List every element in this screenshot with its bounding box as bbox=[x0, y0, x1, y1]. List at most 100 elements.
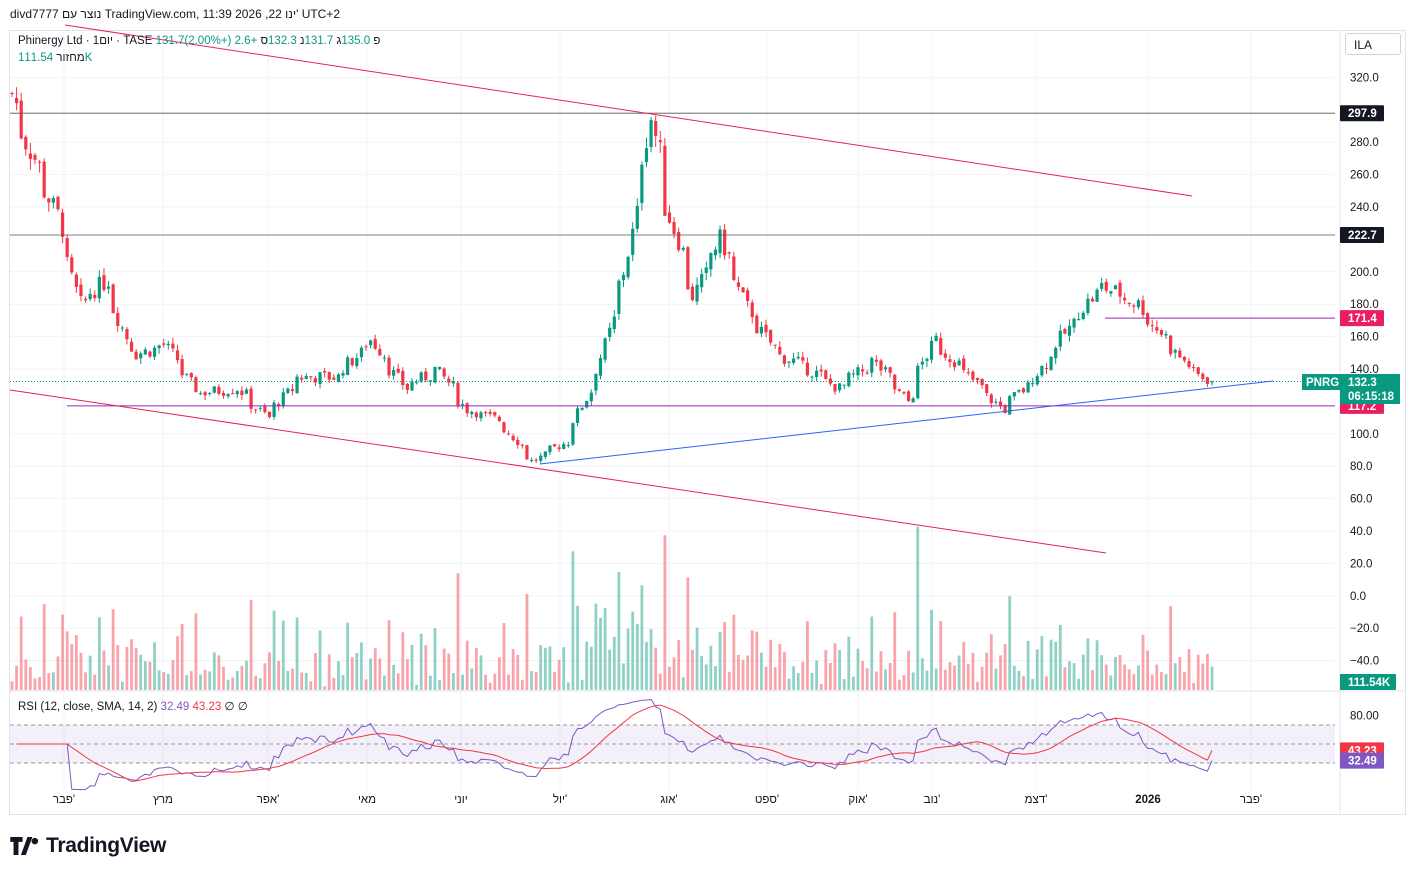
currency-button[interactable]: ILA bbox=[1345, 33, 1401, 55]
volume-bar bbox=[286, 670, 290, 690]
rsi-label: RSI (12, close, SMA, 14, 2) bbox=[18, 701, 158, 713]
rsi-ma-line bbox=[16, 704, 1213, 783]
volume-bar bbox=[1045, 676, 1048, 690]
candle-body bbox=[189, 373, 193, 378]
symbol-name[interactable]: Phinergy Ltd · 1יום · TASE bbox=[18, 35, 153, 47]
volume-bar bbox=[217, 655, 221, 690]
volume-bar bbox=[884, 669, 887, 690]
volume-bar bbox=[88, 655, 92, 690]
volume-bar bbox=[668, 666, 671, 690]
volume-bar bbox=[1109, 675, 1113, 690]
candle-body bbox=[837, 383, 842, 391]
volume-bar bbox=[737, 654, 740, 690]
volume-bar bbox=[470, 668, 474, 690]
candle-body bbox=[1164, 333, 1168, 336]
volume-bar bbox=[1137, 665, 1140, 690]
time-tick-label: אוק' bbox=[848, 794, 867, 806]
volume-bar bbox=[1201, 663, 1205, 690]
volume-bar bbox=[801, 661, 805, 690]
rsi-legend[interactable]: RSI (12, close, SMA, 14, 2) 32.49 43.23 … bbox=[18, 699, 248, 713]
candle-body bbox=[516, 439, 520, 446]
volume-bar bbox=[930, 609, 933, 690]
volume-bar bbox=[1187, 649, 1191, 690]
volume-bar bbox=[61, 614, 64, 690]
volume-bar bbox=[874, 671, 878, 690]
volume-bar bbox=[277, 660, 281, 690]
volume-bar bbox=[1058, 624, 1062, 690]
volume-bar bbox=[194, 613, 198, 690]
tag-rsi-bg bbox=[1340, 752, 1384, 769]
candle-body bbox=[286, 388, 290, 393]
price-tick-label: 240.0 bbox=[1350, 202, 1379, 214]
volume-legend[interactable]: מחזור 111.54K bbox=[18, 52, 92, 64]
candle-body bbox=[704, 267, 708, 273]
volume-bar bbox=[1183, 671, 1186, 690]
candle-body bbox=[355, 358, 359, 367]
volume-bar bbox=[70, 644, 74, 690]
candle-body bbox=[594, 373, 598, 391]
volume-bar bbox=[231, 677, 235, 690]
volume-bar bbox=[622, 663, 625, 690]
volume-bar bbox=[1086, 638, 1090, 690]
tag-volume: 111.54K bbox=[1348, 677, 1391, 689]
candle-body bbox=[1008, 396, 1012, 415]
volume-bar bbox=[1026, 640, 1030, 690]
volume-bar bbox=[488, 682, 492, 690]
candle-body bbox=[157, 345, 161, 349]
candle-body bbox=[300, 377, 304, 380]
volume-bar bbox=[1003, 644, 1007, 690]
volume-bar bbox=[1054, 641, 1058, 690]
candle-body bbox=[148, 351, 152, 357]
candle-body bbox=[93, 294, 97, 299]
time-tick-label: יול' bbox=[553, 793, 567, 806]
volume-bar bbox=[520, 679, 524, 690]
candle-body bbox=[989, 394, 993, 404]
axis-labels: 320.0 280.0 260.0 240.0 200.0 180.0 160.0 140.0… bbox=[53, 72, 1379, 806]
price-tick-label: 140.0 bbox=[1350, 364, 1379, 376]
candle-body bbox=[42, 161, 46, 198]
volume-bar bbox=[337, 661, 340, 690]
last-price-tag-bg bbox=[1340, 374, 1400, 404]
candle-body bbox=[309, 376, 313, 378]
candle-body bbox=[727, 252, 731, 254]
candle-body bbox=[778, 346, 782, 355]
candle-body bbox=[1201, 373, 1205, 379]
candle-body bbox=[313, 378, 318, 383]
candle-body bbox=[529, 460, 534, 462]
volume-bar bbox=[888, 662, 892, 690]
candle-body bbox=[451, 381, 455, 384]
candle-body bbox=[860, 369, 865, 372]
volume-bar bbox=[222, 666, 225, 690]
volume-bar bbox=[957, 655, 961, 690]
candle-body bbox=[378, 349, 382, 356]
volume-bar bbox=[120, 681, 124, 690]
candle-body bbox=[203, 392, 207, 396]
symbol-legend[interactable]: Phinergy Ltd · 1יום · TASE 131.7 פ 135.0ג… bbox=[18, 35, 380, 47]
candle-body bbox=[263, 406, 267, 413]
candle-body bbox=[1035, 376, 1039, 385]
tradingview-logo[interactable]: TradingView bbox=[10, 834, 166, 857]
volume-bar bbox=[208, 671, 212, 690]
volume-bar bbox=[1077, 678, 1081, 690]
candle-body bbox=[888, 367, 892, 373]
volume-bar bbox=[1104, 664, 1108, 690]
candle-body bbox=[373, 339, 377, 349]
candle-body bbox=[212, 386, 216, 393]
volume-bar bbox=[893, 612, 897, 690]
volume-bar bbox=[810, 672, 814, 690]
volume-bar bbox=[1008, 596, 1012, 690]
volume-bar bbox=[727, 671, 731, 690]
candle-body bbox=[139, 353, 143, 359]
volume-bar bbox=[314, 652, 317, 690]
price-tick-label: 280.0 bbox=[1350, 137, 1379, 149]
candle-body bbox=[1196, 367, 1200, 374]
candle-body bbox=[851, 373, 855, 375]
candle-body bbox=[10, 92, 14, 94]
volume-bar bbox=[203, 669, 207, 690]
volume-bar bbox=[516, 654, 520, 690]
candle-body bbox=[700, 274, 704, 288]
candle-body bbox=[598, 358, 603, 376]
volume-bar bbox=[383, 675, 386, 690]
volume-bar bbox=[1118, 655, 1122, 690]
